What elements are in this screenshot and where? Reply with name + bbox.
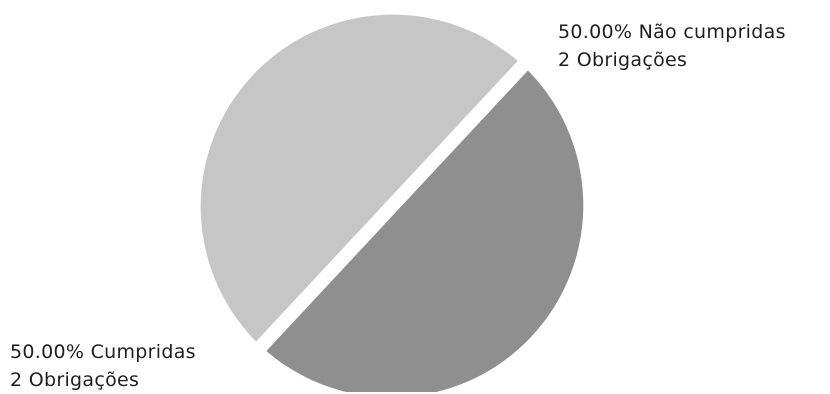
slice-count: 2 Obrigações	[558, 49, 688, 71]
pie-slice-1	[261, 65, 584, 392]
slice-count: 2 Obrigações	[10, 369, 140, 391]
slice-separator	[251, 56, 533, 356]
slice-name: Cumpridas	[90, 341, 196, 363]
slice-label-nao-cumpridas: 50.00% Não cumpridas 2 Obrigações	[558, 18, 786, 74]
pie-slice-0	[200, 14, 523, 347]
slice-label-cumpridas: 50.00% Cumpridas 2 Obrigações	[10, 338, 196, 394]
slice-name: Não cumpridas	[638, 21, 786, 43]
slice-percent: 50.00%	[558, 21, 633, 43]
slice-percent: 50.00%	[10, 341, 85, 363]
